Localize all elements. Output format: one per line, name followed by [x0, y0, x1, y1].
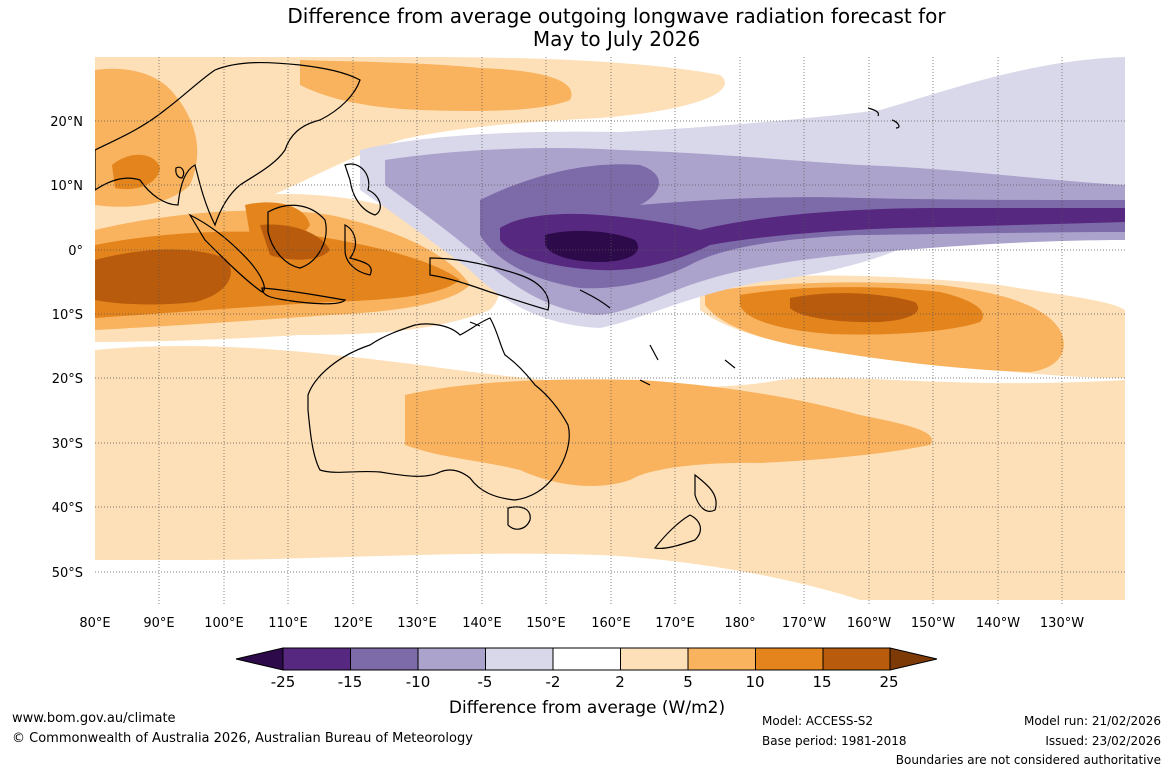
new-zealand-outline — [653, 473, 717, 550]
australia-outline — [307, 317, 570, 501]
colorbar-tick: -10 — [406, 673, 431, 691]
lon-label: 120°E — [333, 616, 373, 631]
colorbar-title: Difference from average (W/m2) — [449, 698, 725, 718]
colorbar-tick: 10 — [745, 673, 764, 691]
latitude-labels: 20°N 10°N 0° 10°S 20°S 30°S 40°S 50°S — [50, 115, 83, 581]
lon-label: 80°E — [79, 616, 110, 631]
lat-label: 20°S — [52, 372, 83, 387]
philippines-outline — [344, 163, 381, 216]
footer-model: Model: ACCESS-S2 — [762, 714, 874, 728]
footer-issued: Issued: 23/02/2026 — [1045, 734, 1161, 748]
sri-lanka-outline — [175, 166, 185, 179]
map-title-line2: May to July 2026 — [532, 27, 701, 51]
lon-label: 90°E — [143, 616, 174, 631]
map-field — [95, 57, 1125, 604]
sulawesi-outline — [344, 224, 372, 276]
lon-label: 140°W — [976, 616, 1020, 631]
colorbar-tick: 15 — [812, 673, 831, 691]
colorbar-tick: -25 — [271, 673, 296, 691]
lon-label: 150°E — [526, 616, 566, 631]
colorbar-tick: 5 — [683, 673, 693, 691]
colorbar-low-arrow — [235, 647, 284, 671]
footer-base-period: Base period: 1981-2018 — [762, 734, 907, 748]
lon-label: 140°E — [462, 616, 502, 631]
footer-model-run: Model run: 21/02/2026 — [1023, 714, 1161, 728]
lon-label: 130°W — [1040, 616, 1084, 631]
lat-label: 10°N — [50, 179, 83, 194]
longitude-labels: 80°E 90°E 100°E 110°E 120°E 130°E 140°E … — [79, 616, 1084, 631]
colorbar-tick: 2 — [615, 673, 625, 691]
footer-copyright: © Commonwealth of Australia 2026, Austra… — [12, 731, 473, 746]
colorbar-segment — [620, 647, 689, 671]
sumatra-outline — [188, 213, 265, 293]
graticule — [95, 57, 1125, 604]
lon-label: 100°E — [204, 616, 244, 631]
colorbar-tick-labels: -25 -15 -10 -5 -2 2 5 10 15 25 — [271, 673, 899, 691]
anomaly-below-minus-25-regions — [545, 230, 639, 262]
lon-label: 170°E — [655, 616, 695, 631]
colorbar-segment — [687, 647, 756, 671]
colorbar-high-arrow — [889, 647, 938, 671]
colorbar-segment — [755, 647, 824, 671]
lat-label: 10°S — [52, 308, 83, 323]
lon-label: 170°W — [782, 616, 826, 631]
colorbar-segment — [282, 647, 351, 671]
borneo-outline — [267, 204, 327, 269]
colorbar-segment — [552, 647, 621, 671]
lat-label: 20°N — [50, 115, 83, 130]
anomaly-15-to-25-regions — [95, 224, 919, 323]
colorbar-tick: -15 — [338, 673, 363, 691]
lon-label: 160°E — [591, 616, 631, 631]
colorbar-tick: -5 — [478, 673, 493, 691]
asia-mainland-outline — [95, 61, 361, 227]
lon-label: 110°E — [268, 616, 308, 631]
new-guinea-outline — [429, 257, 550, 311]
colorbar-segment — [417, 647, 486, 671]
colorbar-tick: -2 — [546, 673, 561, 691]
colorbar-tick: 25 — [879, 673, 898, 691]
hawaii-outline — [867, 107, 900, 129]
lon-label: 150°W — [911, 616, 955, 631]
lon-label: 180° — [724, 616, 755, 631]
footer-disclaimer: Boundaries are not considered authoritat… — [895, 753, 1161, 767]
lat-label: 30°S — [52, 437, 83, 452]
anomaly-minus-15-to-minus-25-regions — [500, 208, 1125, 271]
colorbar-segment — [485, 647, 554, 671]
lat-label: 0° — [68, 244, 83, 259]
java-outline — [261, 287, 347, 305]
map-title-line1: Difference from average outgoing longwav… — [287, 4, 946, 28]
colorbar-segment — [822, 647, 891, 671]
lon-label: 130°E — [397, 616, 437, 631]
lat-label: 50°S — [52, 566, 83, 581]
pacific-islands — [469, 289, 736, 386]
colorbar-legend — [235, 647, 938, 671]
coastlines — [95, 61, 900, 550]
lon-label: 160°W — [847, 616, 891, 631]
footer-website[interactable]: www.bom.gov.au/climate — [12, 711, 176, 726]
lat-label: 40°S — [52, 501, 83, 516]
colorbar-segment — [350, 647, 419, 671]
